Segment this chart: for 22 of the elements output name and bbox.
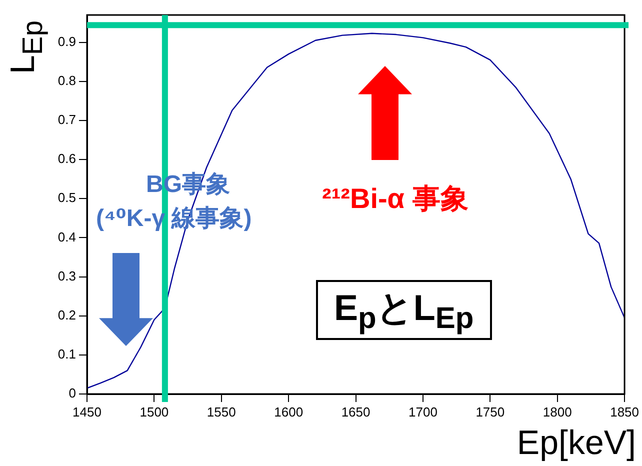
y-tick-label: 0.9 (58, 34, 76, 49)
x-tick-label: 1600 (274, 404, 304, 420)
x-tick-label: 1550 (206, 404, 236, 420)
y-tick-label: 0.2 (58, 307, 76, 322)
x-tick-label: 1650 (341, 404, 370, 420)
x-tick-label: 1500 (140, 404, 169, 420)
y-tick-label: 0.4 (58, 229, 76, 244)
x-tick-label: 1800 (542, 404, 572, 420)
y-tick-label: 0.3 (58, 268, 76, 284)
y-tick-label: 0 (68, 386, 76, 401)
y-tick-label: 0.1 (58, 346, 76, 362)
x-tick-label: 1850 (610, 404, 639, 420)
y-tick-label: 0.6 (58, 151, 76, 166)
x-tick-label: 1700 (408, 404, 438, 420)
y-tick-label: 0.8 (58, 73, 76, 88)
y-tick-label: 0.5 (58, 190, 76, 206)
x-tick-label: 1450 (72, 404, 102, 420)
x-axis-title: Ep[keV] (516, 424, 636, 463)
x-tick-label: 1750 (476, 404, 505, 420)
y-tick-label: 0.7 (58, 112, 76, 128)
annotation: ²¹²Bi-α 事象 (322, 182, 468, 216)
annotation: E$_{p}$とL$_{Ep}$ (316, 280, 492, 340)
